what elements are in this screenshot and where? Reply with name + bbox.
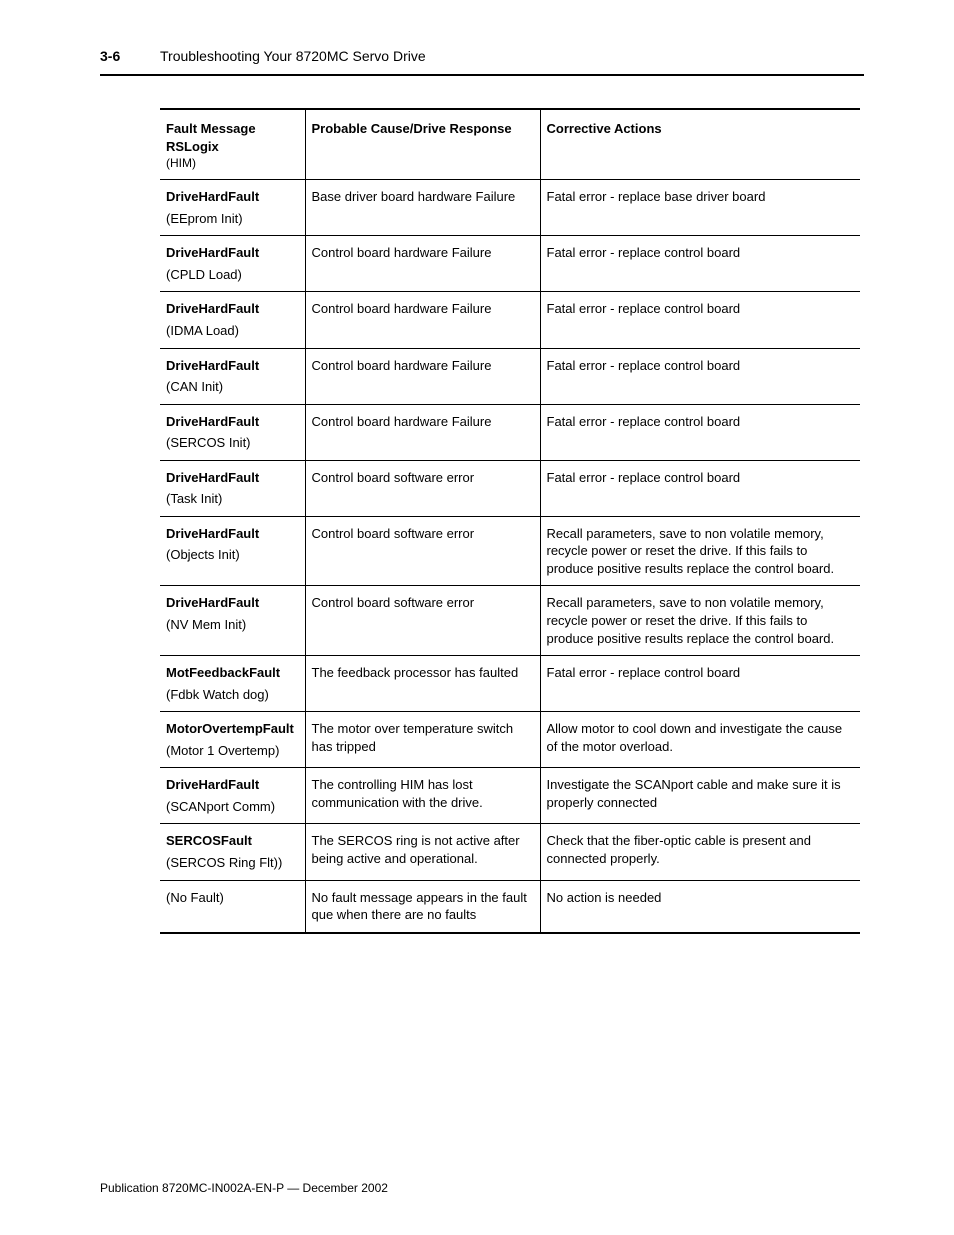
fault-name: DriveHardFault: [166, 776, 297, 794]
cell-action: Recall parameters, save to non volatile …: [540, 586, 860, 656]
fault-sub: (Motor 1 Overtemp): [166, 743, 279, 758]
cell-cause: Control board hardware Failure: [305, 404, 540, 460]
table-row: SERCOSFault (SERCOS Ring Flt)) The SERCOS …: [160, 824, 860, 880]
col-header-cause: Probable Cause/Drive Response: [305, 109, 540, 180]
fault-sub: (Fdbk Watch dog): [166, 687, 269, 702]
col-header-cause-title: Probable Cause/Drive Response: [312, 121, 512, 136]
table-row: MotFeedbackFault (Fdbk Watch dog) The feed…: [160, 656, 860, 712]
fault-name: DriveHardFault: [166, 594, 297, 612]
fault-sub: (CAN Init): [166, 379, 223, 394]
cell-cause: Control board hardware Failure: [305, 348, 540, 404]
cell-action: Fatal error - replace control board: [540, 404, 860, 460]
page-title: Troubleshooting Your 8720MC Servo Drive: [160, 48, 426, 64]
cell-fault: DriveHardFault (IDMA Load): [160, 292, 305, 348]
cell-cause: The feedback processor has faulted: [305, 656, 540, 712]
cell-action: Recall parameters, save to non volatile …: [540, 516, 860, 586]
cell-cause: The controlling HIM has lost communicati…: [305, 768, 540, 824]
table-row: (No Fault) No fault message appears in th…: [160, 880, 860, 933]
fault-name: DriveHardFault: [166, 357, 297, 375]
col-header-fault-sub: (HIM): [166, 155, 297, 171]
page-footer: Publication 8720MC-IN002A-EN-P — Decembe…: [100, 1181, 388, 1195]
fault-name: DriveHardFault: [166, 525, 297, 543]
cell-fault: MotorOvertempFault (Motor 1 Overtemp): [160, 712, 305, 768]
fault-sub: (IDMA Load): [166, 323, 239, 338]
table-row: DriveHardFault (Objects Init) Control boar…: [160, 516, 860, 586]
cell-fault: MotFeedbackFault (Fdbk Watch dog): [160, 656, 305, 712]
fault-name: MotorOvertempFault: [166, 720, 297, 738]
cell-action: Check that the fiber-optic cable is pres…: [540, 824, 860, 880]
fault-name: DriveHardFault: [166, 244, 297, 262]
cell-cause: The SERCOS ring is not active after bein…: [305, 824, 540, 880]
cell-action: Investigate the SCANport cable and make …: [540, 768, 860, 824]
cell-fault: (No Fault): [160, 880, 305, 933]
cell-action: Fatal error - replace control board: [540, 348, 860, 404]
cell-action: Fatal error - replace control board: [540, 236, 860, 292]
cell-action: Fatal error - replace control board: [540, 460, 860, 516]
cell-fault: DriveHardFault (CAN Init): [160, 348, 305, 404]
cell-cause: Control board software error: [305, 586, 540, 656]
table-row: DriveHardFault (NV Mem Init) Control board…: [160, 586, 860, 656]
table-row: DriveHardFault (IDMA Load) Control board h…: [160, 292, 860, 348]
fault-sub: (Task Init): [166, 491, 222, 506]
cell-cause: Control board software error: [305, 460, 540, 516]
cell-action: Allow motor to cool down and investigate…: [540, 712, 860, 768]
col-header-action-title: Corrective Actions: [547, 121, 662, 136]
fault-sub: (NV Mem Init): [166, 617, 246, 632]
cell-cause: The motor over temperature switch has tr…: [305, 712, 540, 768]
cell-cause: Control board software error: [305, 516, 540, 586]
cell-fault: DriveHardFault (NV Mem Init): [160, 586, 305, 656]
page-header: 3-6 Troubleshooting Your 8720MC Servo Dr…: [100, 48, 864, 76]
fault-sub: (Objects Init): [166, 547, 240, 562]
cell-action: Fatal error - replace base driver board: [540, 180, 860, 236]
table-row: DriveHardFault (SCANport Comm) The control…: [160, 768, 860, 824]
fault-name: DriveHardFault: [166, 413, 297, 431]
fault-sub: (No Fault): [166, 890, 224, 905]
cell-action: Fatal error - replace control board: [540, 656, 860, 712]
fault-sub: (SCANport Comm): [166, 799, 275, 814]
fault-sub: (CPLD Load): [166, 267, 242, 282]
fault-name: DriveHardFault: [166, 300, 297, 318]
cell-fault: DriveHardFault (EEprom Init): [160, 180, 305, 236]
cell-cause: No fault message appears in the fault qu…: [305, 880, 540, 933]
cell-fault: DriveHardFault (SCANport Comm): [160, 768, 305, 824]
page-number: 3-6: [100, 48, 160, 64]
col-header-action: Corrective Actions: [540, 109, 860, 180]
cell-cause: Control board hardware Failure: [305, 292, 540, 348]
table-row: DriveHardFault (EEprom Init) Base driver b…: [160, 180, 860, 236]
table-row: DriveHardFault (CPLD Load) Control board h…: [160, 236, 860, 292]
cell-fault: DriveHardFault (Objects Init): [160, 516, 305, 586]
page-container: 3-6 Troubleshooting Your 8720MC Servo Dr…: [0, 0, 954, 974]
fault-sub: (SERCOS Ring Flt)): [166, 855, 282, 870]
fault-name: DriveHardFault: [166, 469, 297, 487]
cell-action: Fatal error - replace control board: [540, 292, 860, 348]
cell-action: No action is needed: [540, 880, 860, 933]
fault-name: DriveHardFault: [166, 188, 297, 206]
fault-sub: (SERCOS Init): [166, 435, 251, 450]
cell-cause: Base driver board hardware Failure: [305, 180, 540, 236]
table-row: DriveHardFault (SERCOS Init) Control board…: [160, 404, 860, 460]
fault-sub: (EEprom Init): [166, 211, 243, 226]
table-row: DriveHardFault (Task Init) Control board s…: [160, 460, 860, 516]
cell-fault: SERCOSFault (SERCOS Ring Flt)): [160, 824, 305, 880]
table-row: MotorOvertempFault (Motor 1 Overtemp) The …: [160, 712, 860, 768]
col-header-fault: Fault Message RSLogix (HIM): [160, 109, 305, 180]
cell-fault: DriveHardFault (Task Init): [160, 460, 305, 516]
fault-name: MotFeedbackFault: [166, 664, 297, 682]
cell-cause: Control board hardware Failure: [305, 236, 540, 292]
cell-fault: DriveHardFault (CPLD Load): [160, 236, 305, 292]
table-body: DriveHardFault (EEprom Init) Base driver b…: [160, 180, 860, 933]
table-row: DriveHardFault (CAN Init) Control board ha…: [160, 348, 860, 404]
col-header-fault-title: Fault Message RSLogix: [166, 121, 256, 154]
table-header: Fault Message RSLogix (HIM) Probable Cau…: [160, 109, 860, 180]
fault-name: SERCOSFault: [166, 832, 297, 850]
fault-table: Fault Message RSLogix (HIM) Probable Cau…: [160, 108, 860, 934]
cell-fault: DriveHardFault (SERCOS Init): [160, 404, 305, 460]
